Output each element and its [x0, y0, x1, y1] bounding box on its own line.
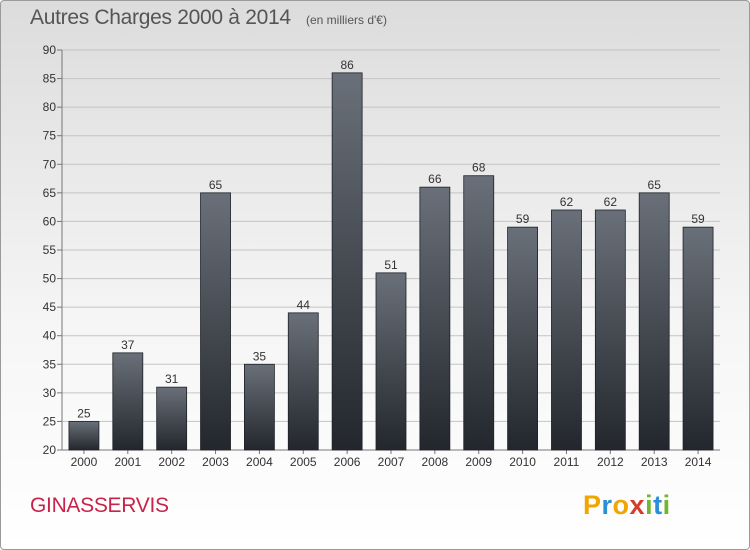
data-label: 65: [209, 178, 223, 192]
bar-2007: [375, 272, 407, 451]
y-tick-label: 70: [43, 157, 57, 171]
data-label: 62: [604, 195, 618, 209]
x-tick-label: 2010: [509, 455, 536, 469]
x-tick-label: 2012: [597, 455, 624, 469]
logo-letter: o: [612, 490, 630, 520]
y-tick-label: 60: [43, 214, 57, 228]
commune-name: GINASSERVIS: [30, 494, 169, 517]
x-tick-label: 2004: [246, 455, 273, 469]
bar-2013: [638, 192, 670, 451]
x-tick-label: 2009: [465, 455, 492, 469]
x-tick-label: 2005: [290, 455, 317, 469]
y-tick-label: 90: [43, 43, 57, 57]
y-tick-label: 65: [43, 186, 57, 200]
data-label: 51: [384, 258, 398, 272]
data-label: 86: [340, 58, 354, 72]
data-label: 66: [428, 172, 442, 186]
bar-2012: [594, 209, 626, 451]
logo-letter: i: [662, 490, 671, 520]
bar-2002: [156, 386, 188, 451]
x-tick-label: 2002: [158, 455, 185, 469]
logo-letter: x: [629, 490, 646, 520]
y-tick-label: 50: [43, 272, 57, 286]
bar-2003: [200, 192, 231, 451]
y-tick-label: 85: [43, 72, 57, 86]
bar-2004: [243, 363, 275, 451]
data-label: 68: [472, 161, 486, 175]
x-tick-label: 2008: [422, 455, 449, 469]
bar-2010: [507, 226, 539, 451]
y-tick-label: 30: [43, 386, 57, 400]
y-tick-label: 80: [43, 100, 57, 114]
chart-title: Autres Charges 2000 à 2014: [30, 6, 291, 29]
data-label: 62: [560, 195, 574, 209]
bar-2001: [112, 352, 144, 451]
x-tick-label: 2014: [685, 455, 712, 469]
x-tick-label: 2000: [71, 455, 98, 469]
data-label: 25: [77, 406, 91, 420]
logo-letter: r: [601, 490, 613, 520]
y-tick-label: 25: [43, 414, 57, 428]
y-tick-label: 35: [43, 357, 57, 371]
bar-2000: [68, 421, 100, 451]
x-tick-label: 2003: [202, 455, 229, 469]
x-tick-label: 2013: [641, 455, 668, 469]
y-tick-label: 40: [43, 329, 57, 343]
bar-2008: [419, 186, 451, 451]
data-label: 31: [165, 372, 179, 386]
bar-2009: [463, 175, 495, 451]
x-tick-label: 2007: [378, 455, 405, 469]
logo-letter: i: [645, 490, 654, 520]
bars: [68, 72, 714, 451]
bar-2006: [331, 72, 363, 451]
y-tick-label: 55: [43, 243, 57, 257]
labels: 20 25 30 35 40 45 50 55 60 65 70 75 80 85 90 25 2000 37 20…: [43, 43, 712, 469]
data-label: 59: [516, 212, 530, 226]
chart-subtitle: (en milliers d'€): [306, 13, 387, 27]
y-tick-label: 45: [43, 300, 57, 314]
y-tick-label: 75: [43, 129, 57, 143]
x-tick-label: 2011: [554, 455, 580, 469]
bar-2005: [287, 312, 319, 451]
x-tick-label: 2006: [334, 455, 361, 469]
bar-2014: [682, 226, 714, 451]
x-tick-label: 2001: [114, 455, 141, 469]
proxiti-logo: Proxiti: [583, 490, 671, 521]
data-label: 37: [121, 338, 135, 352]
data-label: 59: [691, 212, 705, 226]
data-label: 65: [648, 178, 662, 192]
logo-letter: t: [653, 490, 663, 520]
y-tick-label: 20: [43, 443, 57, 457]
data-label: 44: [297, 298, 311, 312]
data-label: 35: [253, 349, 267, 363]
bar-2011: [551, 209, 582, 451]
logo-letter: P: [583, 490, 602, 520]
